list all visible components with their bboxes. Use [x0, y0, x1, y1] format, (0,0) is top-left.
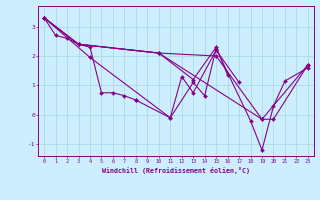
X-axis label: Windchill (Refroidissement éolien,°C): Windchill (Refroidissement éolien,°C) — [102, 167, 250, 174]
